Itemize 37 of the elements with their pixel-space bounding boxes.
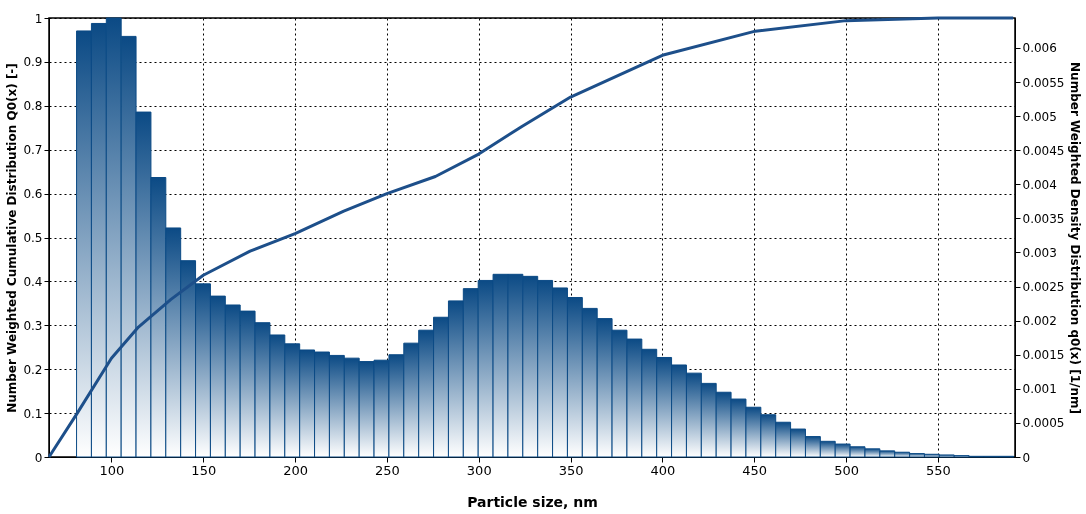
y2-axis-title: Number Weighted Density Distribution q0(x) [1/nm] [1068, 62, 1083, 414]
y-tick-label: 0.8 [23, 99, 43, 114]
y-axis-title: Number Weighted Cumulative Distribution Q0(x) [-] [5, 63, 20, 413]
y-tick-label: 0.5 [23, 231, 43, 245]
y2-tick-label: 0.004 [1022, 177, 1057, 192]
y2-tick-label: 0.0025 [1022, 280, 1065, 295]
x-axis-title: Particle size, nm [467, 493, 598, 510]
y-tick-label: 0 [34, 450, 43, 465]
y2-tick-label: 0.0055 [1022, 75, 1065, 90]
y2-tick-label: 0.006 [1022, 41, 1057, 56]
y-tick-label: 0.3 [23, 318, 43, 333]
y-tick-label: 1 [34, 11, 43, 26]
y2-tick-label: 0.0045 [1022, 143, 1065, 158]
y2-tick-label: 0.002 [1022, 314, 1057, 329]
y2-tick-label: 0.0015 [1022, 348, 1065, 363]
y2-tick-label: 0.003 [1022, 246, 1057, 260]
x-tick-label: 150 [191, 462, 217, 478]
x-tick-label: 550 [925, 462, 951, 478]
x-tick-label: 500 [834, 462, 859, 478]
x-tick-label: 400 [650, 462, 676, 478]
y-tick-label: 0.2 [23, 362, 43, 377]
y-tick-label: 0.6 [23, 187, 43, 202]
x-tick-label: 300 [466, 462, 492, 478]
y2-tick-label: 0 [1022, 450, 1031, 465]
x-tick-label: 350 [558, 462, 584, 478]
y2-tick-label: 0.0035 [1022, 211, 1065, 226]
x-tick-label: 200 [283, 462, 309, 478]
y2-tick-label: 0.0005 [1022, 416, 1065, 431]
y-tick-label: 0.7 [23, 143, 43, 158]
y2-tick-label: 0.001 [1022, 382, 1057, 397]
y-tick-label: 0.4 [23, 274, 43, 289]
x-tick-label: 450 [742, 462, 768, 478]
y2-tick-label: 0.005 [1022, 109, 1057, 124]
y-tick-label: 0.1 [23, 406, 43, 421]
y-tick-label: 0.9 [23, 55, 43, 70]
x-tick-label: 250 [375, 462, 400, 478]
x-tick-label: 100 [99, 462, 125, 478]
